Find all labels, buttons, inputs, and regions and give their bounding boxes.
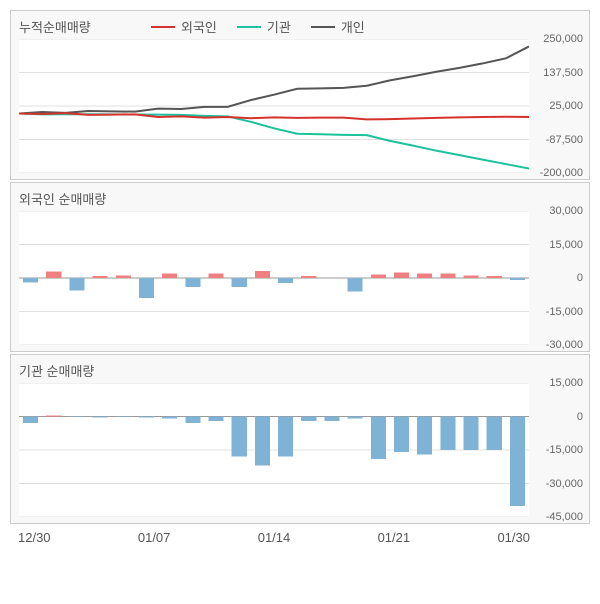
legend-item-individual: 개인	[311, 17, 365, 36]
x-tick-label: 01/21	[378, 530, 411, 545]
y-tick-label: -87,500	[546, 134, 583, 146]
y-tick-label: 0	[577, 411, 583, 423]
y-tick-label: -45,000	[546, 511, 583, 523]
plot-area-cumulative	[19, 39, 529, 173]
legend-swatch-foreign	[151, 26, 175, 28]
legend-item-foreign: 외국인	[151, 17, 217, 36]
x-axis: 12/30 01/07 01/14 01/21 01/30	[10, 526, 590, 545]
plot-area-foreign	[19, 211, 529, 345]
y-tick-label: -30,000	[546, 478, 583, 490]
cumulative-net-buying-chart: 누적순매매량 외국인 기관 개인 250,000 137,500 25,000 -87…	[10, 10, 590, 180]
panel-title-cumulative: 누적순매매량	[19, 17, 91, 36]
x-tick-label: 01/14	[258, 530, 291, 545]
institution-daily-chart: 기관 순매매량 15,000 0 -15,000 -30,000 -45,000	[10, 354, 590, 524]
plot-area-institution	[19, 383, 529, 517]
x-tick-label: 01/30	[497, 530, 530, 545]
y-tick-label: 137,500	[543, 67, 583, 79]
y-tick-label: -15,000	[546, 306, 583, 318]
y-tick-label: -30,000	[546, 339, 583, 351]
y-tick-label: 15,000	[549, 239, 583, 251]
y-tick-label: 0	[577, 272, 583, 284]
legend-swatch-individual	[311, 26, 335, 28]
y-axis-institution: 15,0000-15,000-30,000-45,000	[529, 383, 589, 517]
legend-item-institution: 기관	[237, 17, 291, 36]
y-tick-label: 15,000	[549, 377, 583, 389]
panel-title-foreign: 외국인 순매매량	[19, 189, 106, 208]
y-tick-label: -15,000	[546, 444, 583, 456]
panel-title-institution: 기관 순매매량	[19, 361, 94, 380]
y-tick-label: -200,000	[540, 167, 583, 179]
y-axis-cumulative: 250,000137,50025,000-87,500-200,000	[529, 39, 589, 173]
y-axis-foreign: 30,00015,0000-15,000-30,000	[529, 211, 589, 345]
x-tick-label: 01/07	[138, 530, 171, 545]
y-tick-label: 25,000	[549, 100, 583, 112]
legend: 외국인 기관 개인	[151, 17, 365, 36]
y-tick-label: 250,000	[543, 33, 583, 45]
x-tick-label: 12/30	[18, 530, 51, 545]
y-tick-label: 30,000	[549, 205, 583, 217]
legend-label-foreign: 외국인	[181, 17, 217, 36]
legend-label-individual: 개인	[341, 17, 365, 36]
legend-label-institution: 기관	[267, 17, 291, 36]
foreign-daily-chart: 외국인 순매매량 30,000 15,000 0 -15,000 -30,000	[10, 182, 590, 352]
legend-swatch-institution	[237, 26, 261, 28]
